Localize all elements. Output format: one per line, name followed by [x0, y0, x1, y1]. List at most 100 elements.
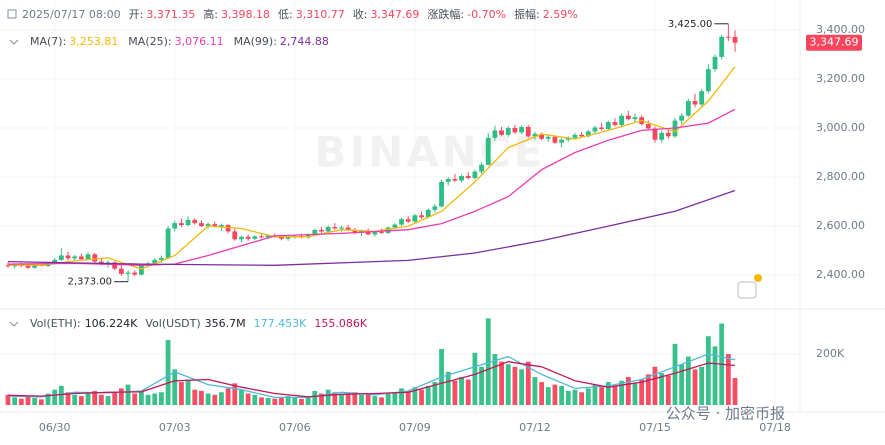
candle-body [179, 223, 184, 226]
candle-body [652, 128, 658, 140]
y-tick-label: 2,400.00 [816, 268, 865, 281]
candle-body [632, 117, 638, 120]
volume-bar [679, 364, 685, 405]
candle-body [472, 171, 478, 178]
volume-bar [699, 366, 705, 405]
candle-body [159, 257, 164, 260]
volume-bar [379, 397, 384, 405]
volume-bar [58, 385, 64, 405]
legend-label: Vol(ETH): [30, 317, 81, 330]
candle-body [725, 36, 731, 38]
volume-bar [665, 375, 671, 405]
volume-bar [98, 394, 104, 405]
candle-body [512, 127, 518, 133]
candle-body [118, 268, 124, 274]
candle-body [579, 134, 585, 137]
candle-body [679, 115, 685, 121]
collapse-arrow [9, 321, 19, 327]
legend-value: 2,744.88 [280, 35, 329, 48]
candle-body [25, 265, 31, 268]
candle-body [165, 228, 171, 258]
volume-bar [472, 352, 478, 405]
notice-dot [754, 274, 762, 282]
candle-body [732, 36, 738, 43]
candle-body [78, 256, 84, 260]
candle-body [125, 272, 131, 274]
volume-bar [52, 389, 58, 405]
volume-bar [392, 392, 398, 405]
volume-bar [639, 379, 645, 405]
volume-bar [172, 369, 178, 405]
volume-bar [405, 390, 411, 405]
candle-body [339, 227, 344, 229]
volume-bar [85, 393, 91, 405]
candle-body [372, 231, 378, 235]
volume-bar [685, 356, 691, 405]
volume-bar [672, 343, 678, 405]
legend-value: 3,253.81 [69, 35, 118, 48]
volume-bar [259, 397, 264, 405]
legend-label: MA(25): [128, 35, 171, 48]
y-tick-label: 200K [816, 347, 845, 360]
volume-bar [38, 399, 44, 405]
volume-bar [312, 390, 318, 405]
volume-bar [525, 361, 531, 405]
volume-bar [5, 394, 11, 405]
candle-body [692, 101, 698, 105]
legend-value: 3,076.11 [175, 35, 224, 48]
tool-icon[interactable] [737, 281, 757, 299]
volume-bar [159, 392, 164, 405]
volume-bar [519, 369, 524, 405]
candle-body [332, 227, 338, 229]
volume-bar [118, 388, 124, 405]
candle-body [352, 229, 358, 233]
candle-body [185, 219, 191, 226]
legend-value: 356.7M [205, 317, 246, 330]
volume-bar [125, 384, 131, 405]
candle-body [432, 206, 438, 210]
candle-body [545, 136, 551, 139]
volume-bar [145, 394, 151, 405]
volume-bar [185, 380, 191, 405]
candle-body [619, 115, 625, 126]
volume-bar [165, 340, 171, 405]
candle-body [5, 265, 11, 267]
candle-body [439, 181, 444, 207]
candle-body [612, 122, 618, 126]
header-label: 开: [129, 8, 144, 21]
candle-body [205, 224, 211, 227]
volume-bar [485, 318, 491, 405]
candle-body [565, 137, 571, 140]
candle-body [585, 131, 591, 137]
volume-bar [419, 389, 424, 405]
volume-bar [372, 396, 378, 405]
candle-body [399, 219, 404, 225]
y-tick-label: 2,800.00 [816, 170, 865, 183]
volume-bar [565, 390, 571, 405]
legend-value: 177.453K [254, 317, 307, 330]
volume-bar [332, 392, 338, 405]
candle-body [285, 237, 291, 239]
candle-body [492, 130, 498, 138]
volume-bar [92, 390, 98, 405]
candle-body [225, 225, 231, 232]
candle-body [699, 91, 705, 105]
volume-bar [179, 382, 184, 405]
candle-body [112, 262, 118, 269]
volume-bar [592, 384, 598, 405]
x-tick-label: 07/12 [519, 421, 551, 434]
candle-body [239, 236, 244, 240]
header-value: 3,310.77 [296, 8, 345, 21]
candle-body [345, 227, 351, 230]
grid [0, 0, 800, 412]
volume-bar [78, 396, 84, 405]
candle-body [65, 255, 71, 259]
volume-bar [605, 382, 611, 405]
calendar-icon [7, 9, 17, 19]
candle-body [519, 127, 524, 133]
candle-body [412, 215, 418, 222]
candle-body [199, 223, 204, 227]
collapse-arrow [9, 39, 19, 45]
volume-bar [512, 366, 518, 405]
volume-bar [299, 398, 304, 405]
